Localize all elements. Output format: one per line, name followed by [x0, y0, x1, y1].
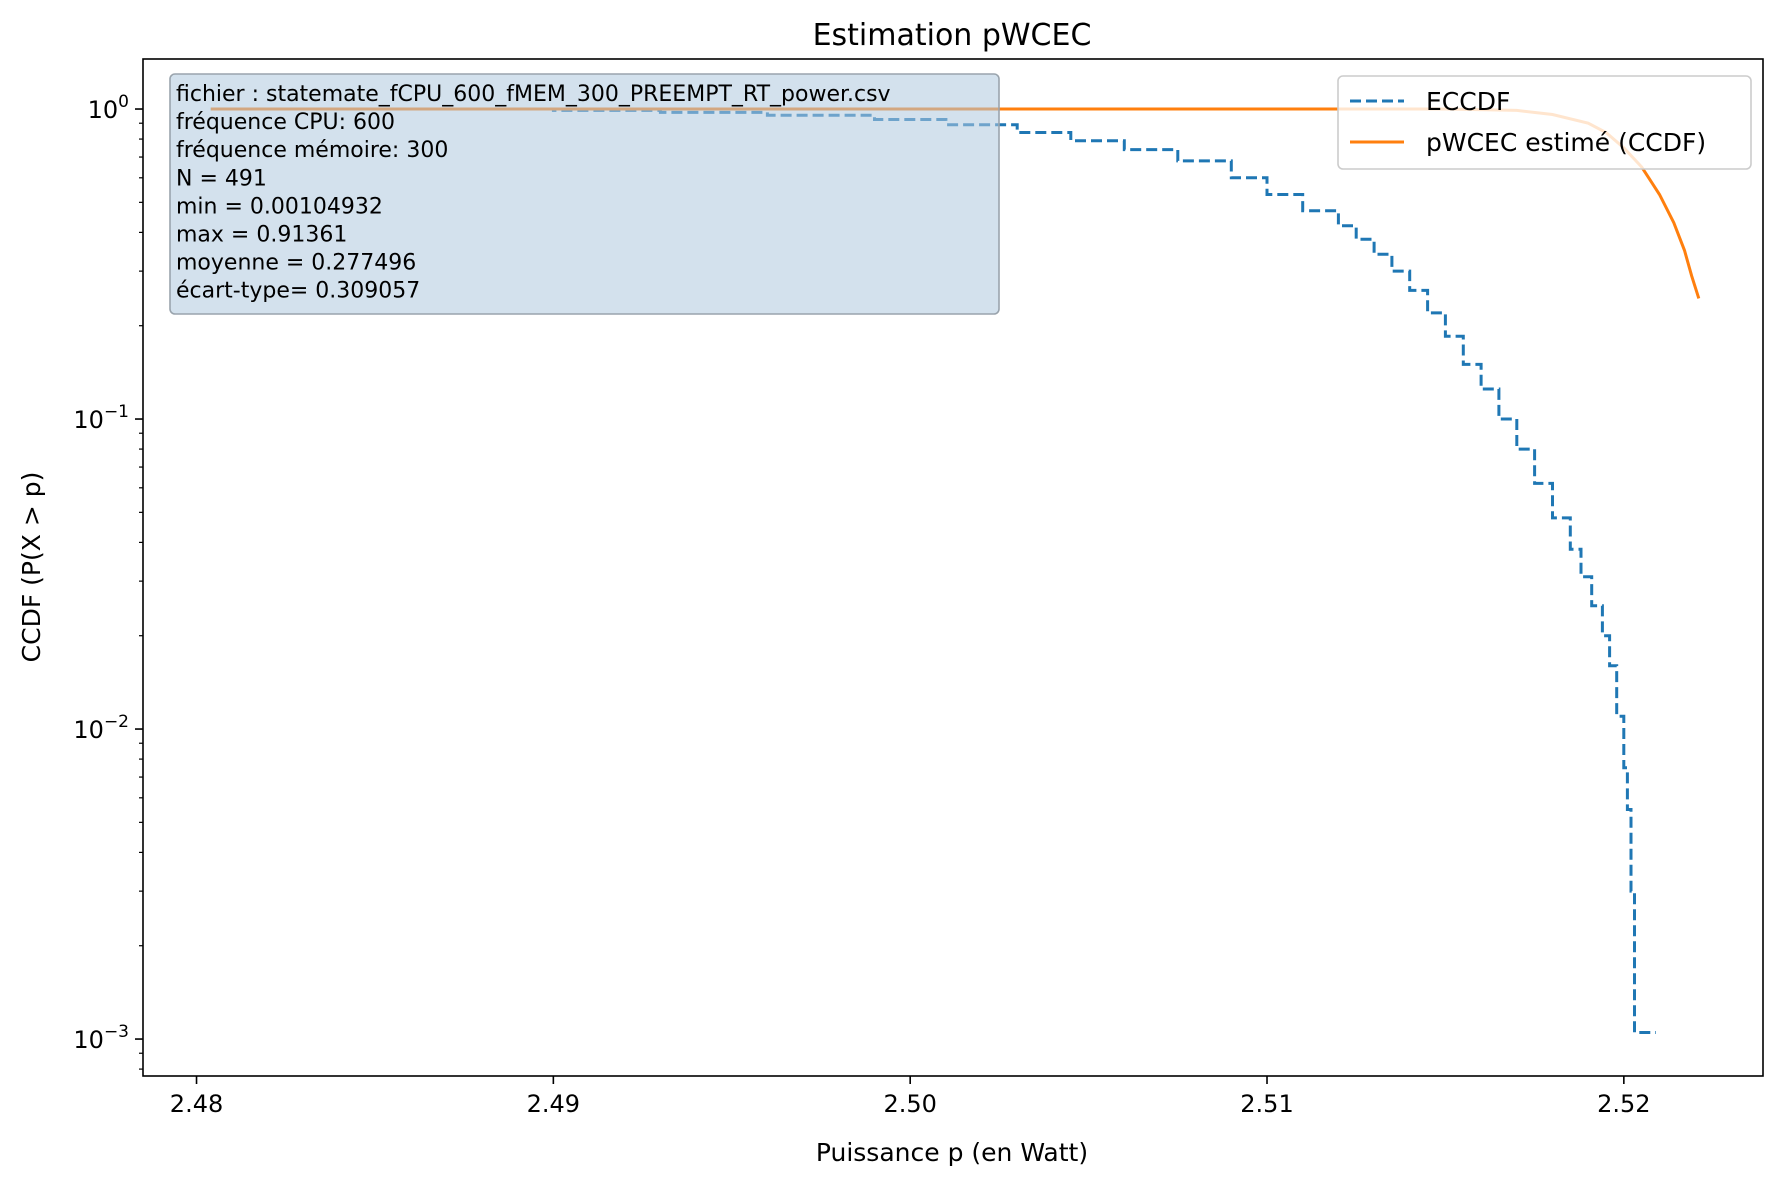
y-axis-label: CCDF (P(X > p) [17, 472, 46, 663]
stats-annotation-box: fichier : statemate_fCPU_600_fMEM_300_PR… [169, 73, 1000, 315]
y-axis: 100 10−1 10−2 10−3 [73, 92, 143, 1054]
annotation-line: max = 0.91361 [176, 223, 347, 248]
x-tick-label: 2.49 [527, 1090, 580, 1118]
x-tick-label: 2.52 [1597, 1090, 1650, 1118]
legend-label: pWCEC estimé (CCDF) [1426, 128, 1706, 157]
annotation-line: fichier : statemate_fCPU_600_fMEM_300_PR… [176, 82, 891, 107]
legend: ECCDF pWCEC estimé (CCDF) [1337, 75, 1752, 170]
x-tick-label: 2.48 [170, 1090, 223, 1118]
y-tick-label: 10−2 [73, 712, 129, 744]
y-tick-label: 100 [88, 92, 129, 124]
x-axis-label: Puissance p (en Watt) [816, 1138, 1088, 1167]
legend-label: ECCDF [1426, 87, 1510, 116]
annotation-line: fréquence CPU: 600 [176, 110, 395, 135]
annotation-line: écart-type= 0.309057 [176, 279, 420, 304]
x-axis: 2.48 2.49 2.50 2.51 2.52 [170, 1076, 1651, 1118]
annotation-line: fréquence mémoire: 300 [176, 138, 448, 163]
annotation-line: min = 0.00104932 [176, 194, 383, 219]
x-tick-label: 2.51 [1240, 1090, 1293, 1118]
y-minor-ticks [139, 122, 143, 1070]
series-line-eccdf [210, 107, 1656, 1034]
annotation-line: moyenne = 0.277496 [176, 251, 416, 276]
y-tick-label: 10−3 [73, 1022, 129, 1054]
annotation-line: N = 491 [176, 166, 267, 191]
x-tick-label: 2.50 [883, 1090, 936, 1118]
chart-title: Estimation pWCEC [813, 18, 1092, 53]
y-tick-label: 10−1 [73, 402, 129, 434]
